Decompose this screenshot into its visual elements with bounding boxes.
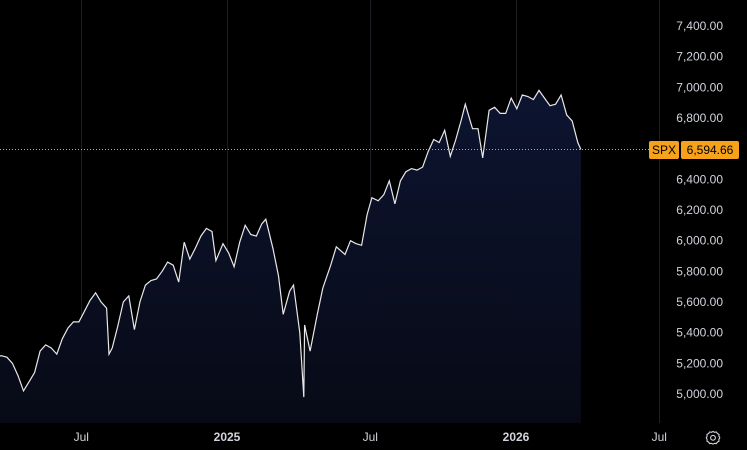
last-price-tag: SPX 6,594.66 xyxy=(649,141,739,159)
x-tick-label: 2025 xyxy=(214,430,241,444)
symbol-tag-bg xyxy=(649,141,679,159)
price-area-fill xyxy=(0,90,581,423)
x-tick-label: 2026 xyxy=(503,430,530,444)
x-tick-label: Jul xyxy=(652,430,667,444)
last-value-tag-label: 6,594.66 xyxy=(687,143,734,157)
y-tick-label: 5,200.00 xyxy=(676,356,723,370)
y-tick-label: 6,000.00 xyxy=(676,234,723,248)
x-tick-label: Jul xyxy=(74,430,89,444)
y-tick-label: 6,800.00 xyxy=(676,111,723,125)
y-tick-label: 5,000.00 xyxy=(676,387,723,401)
y-tick-label: 5,400.00 xyxy=(676,326,723,340)
y-tick-label: 5,600.00 xyxy=(676,295,723,309)
gear-icon[interactable] xyxy=(705,430,721,446)
x-tick-label: Jul xyxy=(363,430,378,444)
last-value-tag-bg xyxy=(681,141,739,159)
y-axis: 5,000.00 5,200.00 5,400.00 5,600.00 5,800.00… xyxy=(676,19,723,401)
y-tick-label: 6,400.00 xyxy=(676,172,723,186)
x-axis: Jul 2025 Jul 2026 Jul xyxy=(74,430,667,444)
y-tick-label: 7,000.00 xyxy=(676,80,723,94)
y-tick-label: 5,800.00 xyxy=(676,264,723,278)
symbol-tag-label: SPX xyxy=(652,143,676,157)
y-tick-label: 6,200.00 xyxy=(676,203,723,217)
y-tick-label: 7,400.00 xyxy=(676,19,723,33)
y-tick-label: 7,200.00 xyxy=(676,50,723,64)
